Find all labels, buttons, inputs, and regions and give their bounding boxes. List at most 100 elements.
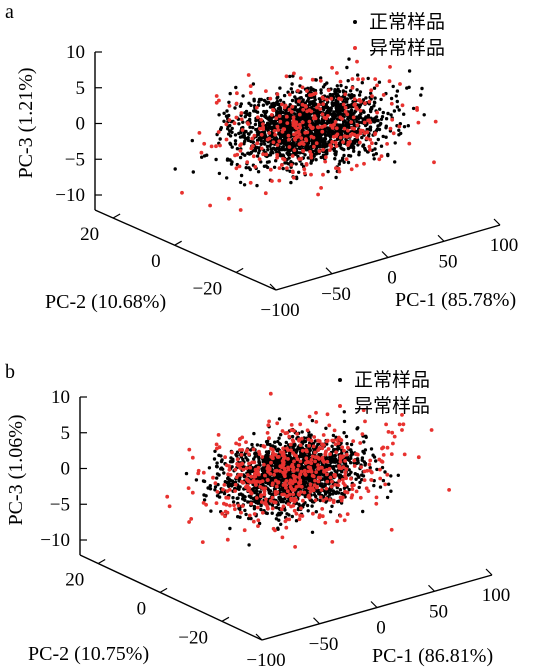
data-point [359, 465, 363, 469]
data-point [305, 503, 310, 508]
data-point [296, 463, 301, 468]
data-point [345, 100, 349, 104]
data-point [300, 452, 305, 456]
data-point [379, 117, 384, 122]
data-point [334, 166, 338, 171]
data-point [334, 150, 338, 154]
data-point [311, 466, 315, 470]
data-point [368, 127, 372, 132]
data-point [242, 528, 247, 533]
data-point [252, 460, 257, 465]
data-point [271, 453, 275, 457]
data-point [227, 464, 232, 469]
data-point [321, 121, 326, 125]
data-point [249, 495, 253, 500]
data-point [221, 487, 225, 492]
data-point [378, 107, 382, 111]
data-point [334, 464, 339, 468]
data-point [278, 498, 282, 502]
data-point [256, 170, 261, 174]
data-point [309, 438, 314, 443]
data-point [236, 463, 241, 468]
data-point [227, 484, 231, 488]
data-point [233, 153, 237, 158]
data-point [218, 143, 222, 148]
data-point [260, 136, 264, 140]
data-point [310, 100, 314, 105]
z-tick-label: −5 [65, 149, 85, 170]
y-tick-label: 0 [151, 251, 161, 272]
data-point [201, 470, 206, 475]
data-point [324, 116, 328, 121]
data-point [388, 126, 393, 131]
data-point [416, 120, 421, 125]
data-point [269, 113, 274, 117]
data-point [295, 432, 299, 436]
data-point [225, 158, 230, 162]
data-point [275, 124, 280, 129]
data-point [362, 460, 366, 464]
data-point [302, 171, 307, 176]
data-point [349, 442, 354, 447]
data-point [223, 455, 228, 460]
data-point [325, 412, 330, 417]
data-point [349, 476, 353, 481]
data-point [350, 86, 355, 90]
data-point [338, 141, 342, 145]
data-point [309, 458, 314, 462]
data-point [230, 126, 234, 131]
data-point [335, 519, 340, 524]
data-point [352, 97, 357, 101]
data-point [262, 476, 267, 481]
data-point [345, 442, 349, 446]
data-point [306, 465, 311, 469]
data-point [375, 467, 379, 472]
data-point [395, 99, 399, 104]
data-point [268, 167, 273, 172]
data-point [224, 122, 229, 127]
data-point [320, 112, 325, 117]
data-point [272, 137, 276, 141]
data-point [290, 98, 295, 103]
data-point [292, 496, 297, 501]
data-point [355, 123, 360, 127]
data-point [324, 426, 328, 430]
data-point [323, 159, 328, 164]
data-point [251, 149, 256, 153]
data-point [381, 110, 385, 115]
data-point [237, 437, 242, 442]
data-point [289, 448, 293, 453]
data-point [397, 128, 401, 132]
data-point [278, 154, 283, 158]
data-point [396, 473, 400, 477]
data-point [343, 92, 348, 97]
data-point [295, 108, 300, 112]
data-point [316, 192, 320, 197]
data-point [350, 483, 355, 488]
data-point [238, 180, 243, 185]
data-point [292, 71, 296, 76]
data-point [304, 480, 308, 485]
data-point [369, 478, 374, 482]
data-point [259, 507, 263, 512]
data-point [301, 142, 306, 147]
data-point [297, 99, 301, 104]
data-point [298, 422, 303, 427]
data-point [368, 137, 373, 142]
data-point [343, 473, 347, 478]
data-point [345, 97, 350, 101]
data-point [373, 147, 377, 151]
data-point [321, 433, 326, 437]
data-point [262, 489, 267, 494]
data-point [299, 136, 304, 141]
data-point [338, 514, 343, 518]
data-point [257, 100, 261, 104]
data-point [342, 486, 347, 490]
data-point [291, 503, 296, 508]
data-point [251, 447, 256, 452]
data-point [332, 473, 337, 477]
data-point [235, 450, 240, 454]
data-point [257, 521, 262, 526]
data-point [372, 157, 376, 161]
